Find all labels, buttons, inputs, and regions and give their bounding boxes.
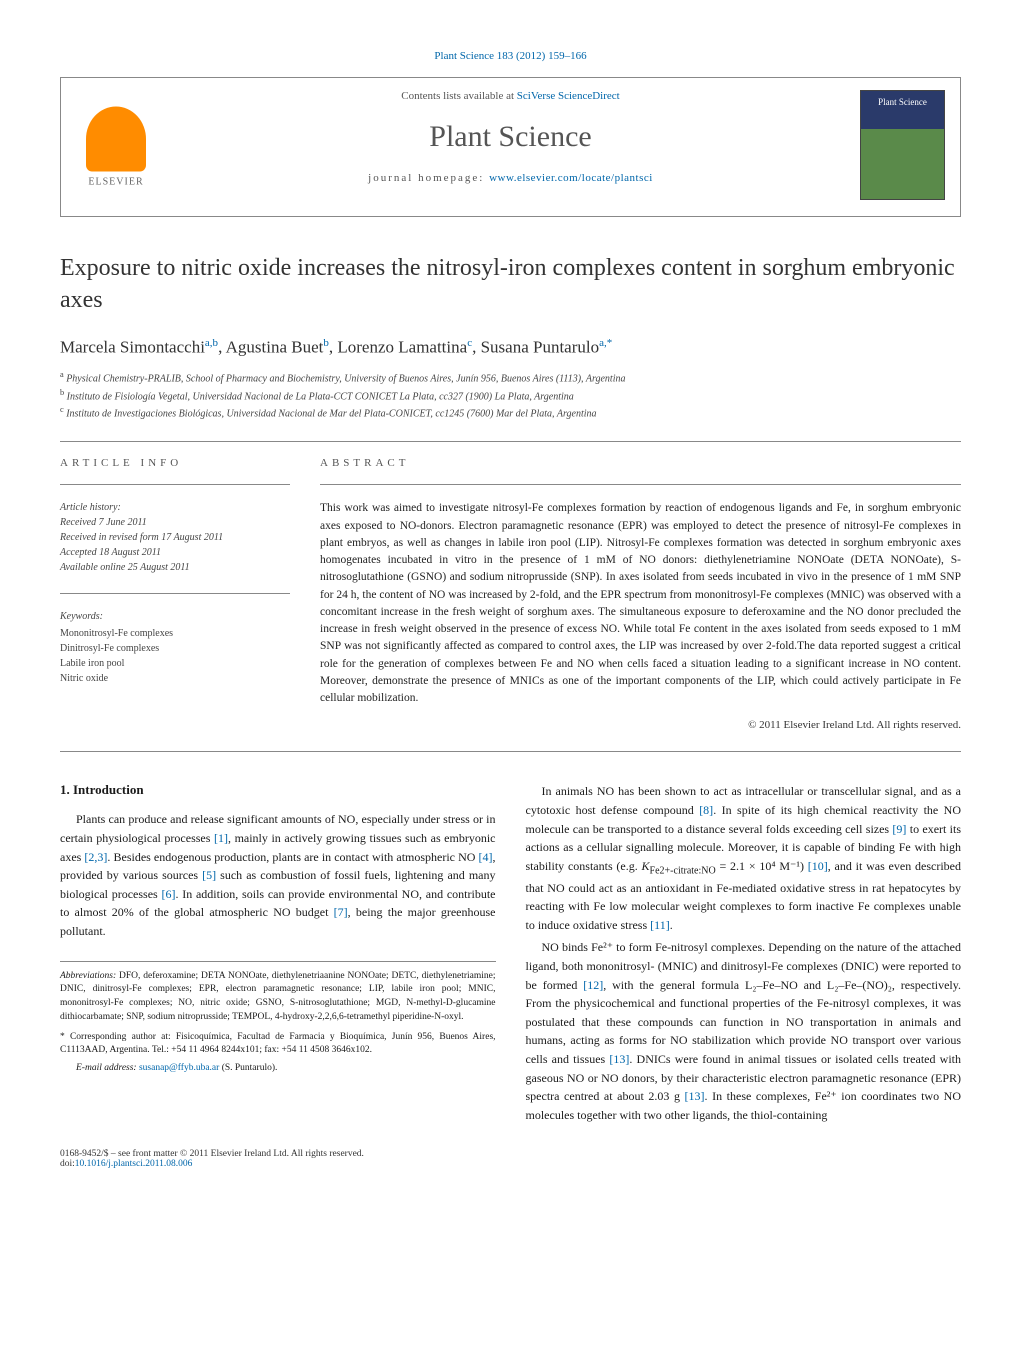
citation-link[interactable]: [10] xyxy=(808,859,828,873)
keyword-item: Labile iron pool xyxy=(60,656,290,671)
article-info-column: ARTICLE INFO Article history: Received 7… xyxy=(60,457,290,731)
elsevier-tree-icon xyxy=(86,107,146,172)
citation-link[interactable]: [5] xyxy=(202,868,216,882)
footer-copyright: 0168-9452/$ – see front matter © 2011 El… xyxy=(60,1149,364,1159)
journal-cover-thumbnail: Plant Science xyxy=(860,90,945,200)
keywords-label: Keywords: xyxy=(60,609,290,624)
abbreviations-text: DFO, deferoxamine; DETA NONOate, diethyl… xyxy=(60,971,496,1022)
history-received: Received 7 June 2011 xyxy=(60,517,147,528)
citation-link[interactable]: [2,3] xyxy=(84,850,107,864)
citation-link[interactable]: [8] xyxy=(699,803,713,817)
contents-available-line: Contents lists available at SciVerse Sci… xyxy=(181,90,840,102)
history-online: Available online 25 August 2011 xyxy=(60,562,190,573)
intro-paragraph-2: In animals NO has been shown to act as i… xyxy=(526,782,962,934)
homepage-prefix: journal homepage: xyxy=(368,172,489,184)
article-history: Article history: Received 7 June 2011 Re… xyxy=(60,500,290,575)
right-column: In animals NO has been shown to act as i… xyxy=(526,782,962,1124)
corresponding-marker: * xyxy=(60,1032,65,1042)
article-title: Exposure to nitric oxide increases the n… xyxy=(60,252,961,317)
citation-link[interactable]: [11] xyxy=(650,918,670,932)
journal-reference: Plant Science 183 (2012) 159–166 xyxy=(60,50,961,62)
doi-link[interactable]: 10.1016/j.plantsci.2011.08.006 xyxy=(75,1159,193,1169)
elsevier-logo: ELSEVIER xyxy=(76,100,156,195)
affiliations-block: a Physical Chemistry-PRALIB, School of P… xyxy=(60,369,961,421)
intro-paragraph-1: Plants can produce and release significa… xyxy=(60,810,496,940)
doi-label: doi: xyxy=(60,1159,75,1169)
abbreviations-label: Abbreviations: xyxy=(60,971,116,981)
email-link[interactable]: susanap@ffyb.uba.ar xyxy=(139,1063,219,1073)
divider-top xyxy=(60,441,961,442)
contents-prefix: Contents lists available at xyxy=(401,90,516,102)
citation-link[interactable]: [12] xyxy=(583,978,603,992)
citation-link[interactable]: [6] xyxy=(161,887,175,901)
email-suffix: (S. Puntarulo). xyxy=(222,1063,278,1073)
abstract-text: This work was aimed to investigate nitro… xyxy=(320,500,961,707)
footer-left: 0168-9452/$ – see front matter © 2011 El… xyxy=(60,1149,364,1169)
citation-link[interactable]: [13] xyxy=(609,1052,629,1066)
footnotes-block: Abbreviations: DFO, deferoxamine; DETA N… xyxy=(60,961,496,1076)
page-footer: 0168-9452/$ – see front matter © 2011 El… xyxy=(60,1149,961,1169)
copyright-line: © 2011 Elsevier Ireland Ltd. All rights … xyxy=(320,719,961,731)
page-root: Plant Science 183 (2012) 159–166 ELSEVIE… xyxy=(0,0,1021,1219)
citation-link[interactable]: [13] xyxy=(685,1089,705,1103)
keywords-block: Keywords: Mononitrosyl-Fe complexesDinit… xyxy=(60,609,290,686)
divider-bottom xyxy=(60,751,961,752)
corresponding-text: Corresponding author at: Fisicoquímica, … xyxy=(60,1032,496,1056)
history-label: Article history: xyxy=(60,502,121,513)
journal-cover-label: Plant Science xyxy=(861,91,944,107)
history-revised: Received in revised form 17 August 2011 xyxy=(60,532,223,543)
citation-link[interactable]: [4] xyxy=(479,850,493,864)
keyword-item: Nitric oxide xyxy=(60,671,290,686)
intro-heading: 1. Introduction xyxy=(60,782,496,798)
affiliation-line: a Physical Chemistry-PRALIB, School of P… xyxy=(60,369,961,386)
authors-list: Marcela Simontacchia,b, Agustina Buetb, … xyxy=(60,337,961,358)
journal-name: Plant Science xyxy=(181,120,840,154)
affiliation-line: b Instituto de Fisiología Vegetal, Unive… xyxy=(60,387,961,404)
affiliation-line: c Instituto de Investigaciones Biológica… xyxy=(60,404,961,421)
divider-info xyxy=(60,484,290,485)
homepage-link[interactable]: www.elsevier.com/locate/plantsci xyxy=(489,172,653,184)
citation-link[interactable]: [1] xyxy=(214,831,228,845)
sciencedirect-link[interactable]: SciVerse ScienceDirect xyxy=(517,90,620,102)
intro-paragraph-3: NO binds Fe²⁺ to form Fe-nitrosyl comple… xyxy=(526,938,962,1124)
abstract-column: ABSTRACT This work was aimed to investig… xyxy=(320,457,961,731)
email-label: E-mail address: xyxy=(76,1063,137,1073)
corresponding-footnote: * Corresponding author at: Fisicoquímica… xyxy=(60,1031,496,1059)
journal-header-box: ELSEVIER Plant Science Contents lists av… xyxy=(60,77,961,217)
history-accepted: Accepted 18 August 2011 xyxy=(60,547,161,558)
body-columns: 1. Introduction Plants can produce and r… xyxy=(60,782,961,1124)
email-footnote: E-mail address: susanap@ffyb.uba.ar (S. … xyxy=(60,1062,496,1076)
divider-abstract xyxy=(320,484,961,485)
abstract-label: ABSTRACT xyxy=(320,457,961,469)
citation-link[interactable]: [9] xyxy=(892,822,906,836)
meta-row: ARTICLE INFO Article history: Received 7… xyxy=(60,457,961,731)
keyword-item: Mononitrosyl-Fe complexes xyxy=(60,626,290,641)
keyword-item: Dinitrosyl-Fe complexes xyxy=(60,641,290,656)
citation-link[interactable]: [7] xyxy=(334,905,348,919)
homepage-line: journal homepage: www.elsevier.com/locat… xyxy=(181,172,840,184)
elsevier-text: ELSEVIER xyxy=(88,177,143,188)
article-info-label: ARTICLE INFO xyxy=(60,457,290,469)
divider-keywords xyxy=(60,593,290,594)
abbreviations-footnote: Abbreviations: DFO, deferoxamine; DETA N… xyxy=(60,970,496,1025)
left-column: 1. Introduction Plants can produce and r… xyxy=(60,782,496,1124)
